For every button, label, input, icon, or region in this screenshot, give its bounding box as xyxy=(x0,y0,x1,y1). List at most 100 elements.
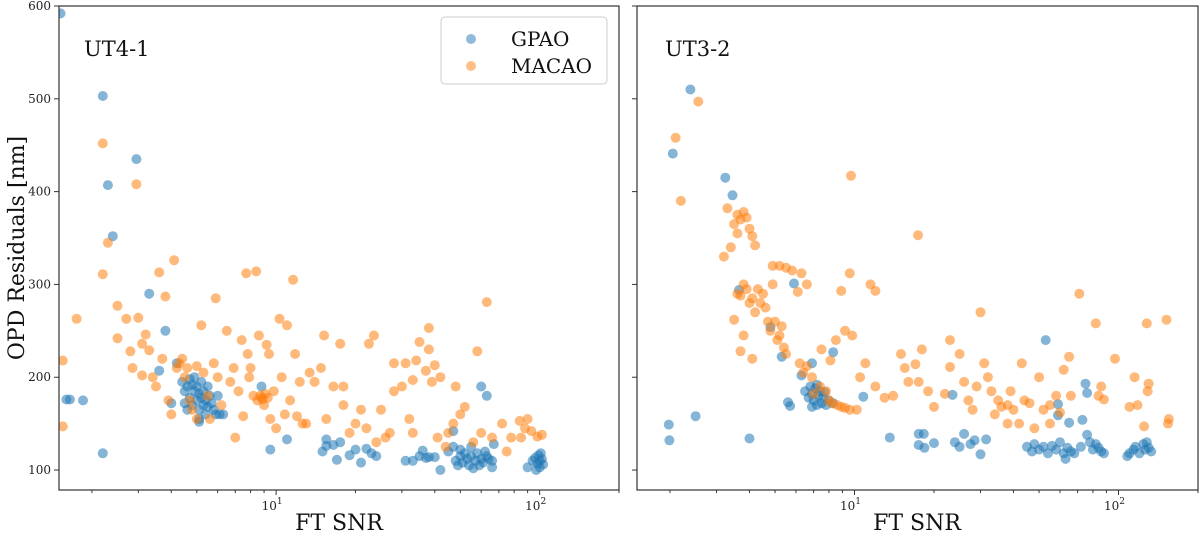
point-macao xyxy=(963,395,974,406)
point-macao xyxy=(455,409,466,420)
point-macao xyxy=(301,418,312,429)
point-macao xyxy=(225,376,236,387)
panel-label-left: UT4-1 xyxy=(84,37,150,61)
point-macao xyxy=(157,353,168,364)
point-macao xyxy=(389,386,399,397)
plot-frame xyxy=(636,5,1199,491)
point-macao xyxy=(870,381,881,392)
point-macao xyxy=(429,360,440,371)
point-macao xyxy=(242,349,253,359)
panel-ut4-1: 101 102 100 200 300 400 500 600 xyxy=(28,0,620,513)
point-macao xyxy=(166,409,177,420)
point-macao xyxy=(776,321,787,332)
point-macao xyxy=(982,372,993,383)
point-gpao xyxy=(954,441,965,452)
point-macao xyxy=(732,228,743,239)
point-macao xyxy=(233,386,244,397)
point-gpao xyxy=(858,391,869,402)
point-macao xyxy=(899,363,910,373)
point-macao xyxy=(729,314,740,325)
point-gpao xyxy=(1055,437,1065,448)
point-gpao xyxy=(1075,441,1086,452)
point-macao xyxy=(268,386,279,397)
point-macao xyxy=(971,381,982,392)
point-macao xyxy=(522,414,533,424)
point-macao xyxy=(411,355,422,366)
point-macao xyxy=(851,404,862,415)
point-macao xyxy=(888,390,899,401)
point-gpao xyxy=(487,455,498,466)
point-macao xyxy=(1014,418,1025,429)
point-macao xyxy=(404,414,415,424)
point-macao xyxy=(396,381,407,392)
point-macao xyxy=(432,432,443,443)
point-macao xyxy=(747,231,758,242)
point-macao xyxy=(288,274,299,285)
point-macao xyxy=(738,330,749,341)
point-macao xyxy=(722,203,733,214)
point-macao xyxy=(758,288,768,299)
point-macao xyxy=(230,432,241,443)
point-macao xyxy=(506,432,517,443)
point-gpao xyxy=(429,452,440,463)
point-gpao xyxy=(335,437,346,448)
point-macao xyxy=(1045,400,1055,411)
point-macao xyxy=(221,325,232,336)
point-macao xyxy=(140,329,151,340)
point-macao xyxy=(448,418,459,429)
point-macao xyxy=(1029,423,1040,434)
point-gpao xyxy=(1069,448,1080,459)
point-macao xyxy=(913,376,924,387)
point-macao xyxy=(945,335,955,346)
point-macao xyxy=(910,359,921,370)
point-macao xyxy=(844,268,855,279)
point-macao xyxy=(844,404,855,415)
y-tick-label: 100 xyxy=(28,463,51,477)
point-macao xyxy=(481,297,492,308)
point-macao xyxy=(276,372,287,383)
point-gpao xyxy=(667,148,678,159)
point-macao xyxy=(125,346,136,357)
point-gpao xyxy=(212,390,223,401)
point-macao xyxy=(191,361,202,372)
point-macao xyxy=(137,338,148,349)
point-macao xyxy=(1016,358,1027,369)
point-macao xyxy=(316,363,326,373)
point-gpao xyxy=(282,434,292,445)
point-macao xyxy=(259,400,270,411)
point-macao xyxy=(244,372,255,383)
point-gpao xyxy=(97,91,108,101)
point-macao xyxy=(808,388,819,399)
legend-label-gpao: GPAO xyxy=(511,27,569,51)
point-macao xyxy=(767,260,778,271)
point-macao xyxy=(420,365,431,376)
point-macao xyxy=(916,344,927,355)
point-macao xyxy=(1002,418,1013,429)
point-macao xyxy=(1005,386,1016,397)
point-macao xyxy=(262,392,273,403)
point-macao xyxy=(238,411,249,422)
point-macao xyxy=(376,404,386,415)
point-macao xyxy=(102,237,113,248)
point-macao xyxy=(801,279,812,290)
point-gpao xyxy=(1042,448,1053,459)
point-macao xyxy=(787,265,798,276)
point-gpao xyxy=(160,325,171,336)
point-macao xyxy=(1098,394,1109,405)
point-gpao xyxy=(919,442,930,453)
point-macao xyxy=(338,400,349,411)
panel-label-right: UT3-2 xyxy=(665,37,731,61)
point-macao xyxy=(1161,314,1172,325)
point-macao xyxy=(251,266,262,277)
y-tick-label: 400 xyxy=(28,185,51,199)
point-macao xyxy=(443,427,454,438)
point-macao xyxy=(112,333,123,344)
x-axis-title-left: FT SNR xyxy=(295,511,384,535)
point-macao xyxy=(292,411,302,422)
x-tick-label: 102 xyxy=(1104,497,1125,513)
point-macao xyxy=(840,325,850,336)
point-macao xyxy=(975,307,986,318)
point-macao xyxy=(967,404,978,415)
point-macao xyxy=(1090,318,1101,329)
point-macao xyxy=(954,349,965,359)
